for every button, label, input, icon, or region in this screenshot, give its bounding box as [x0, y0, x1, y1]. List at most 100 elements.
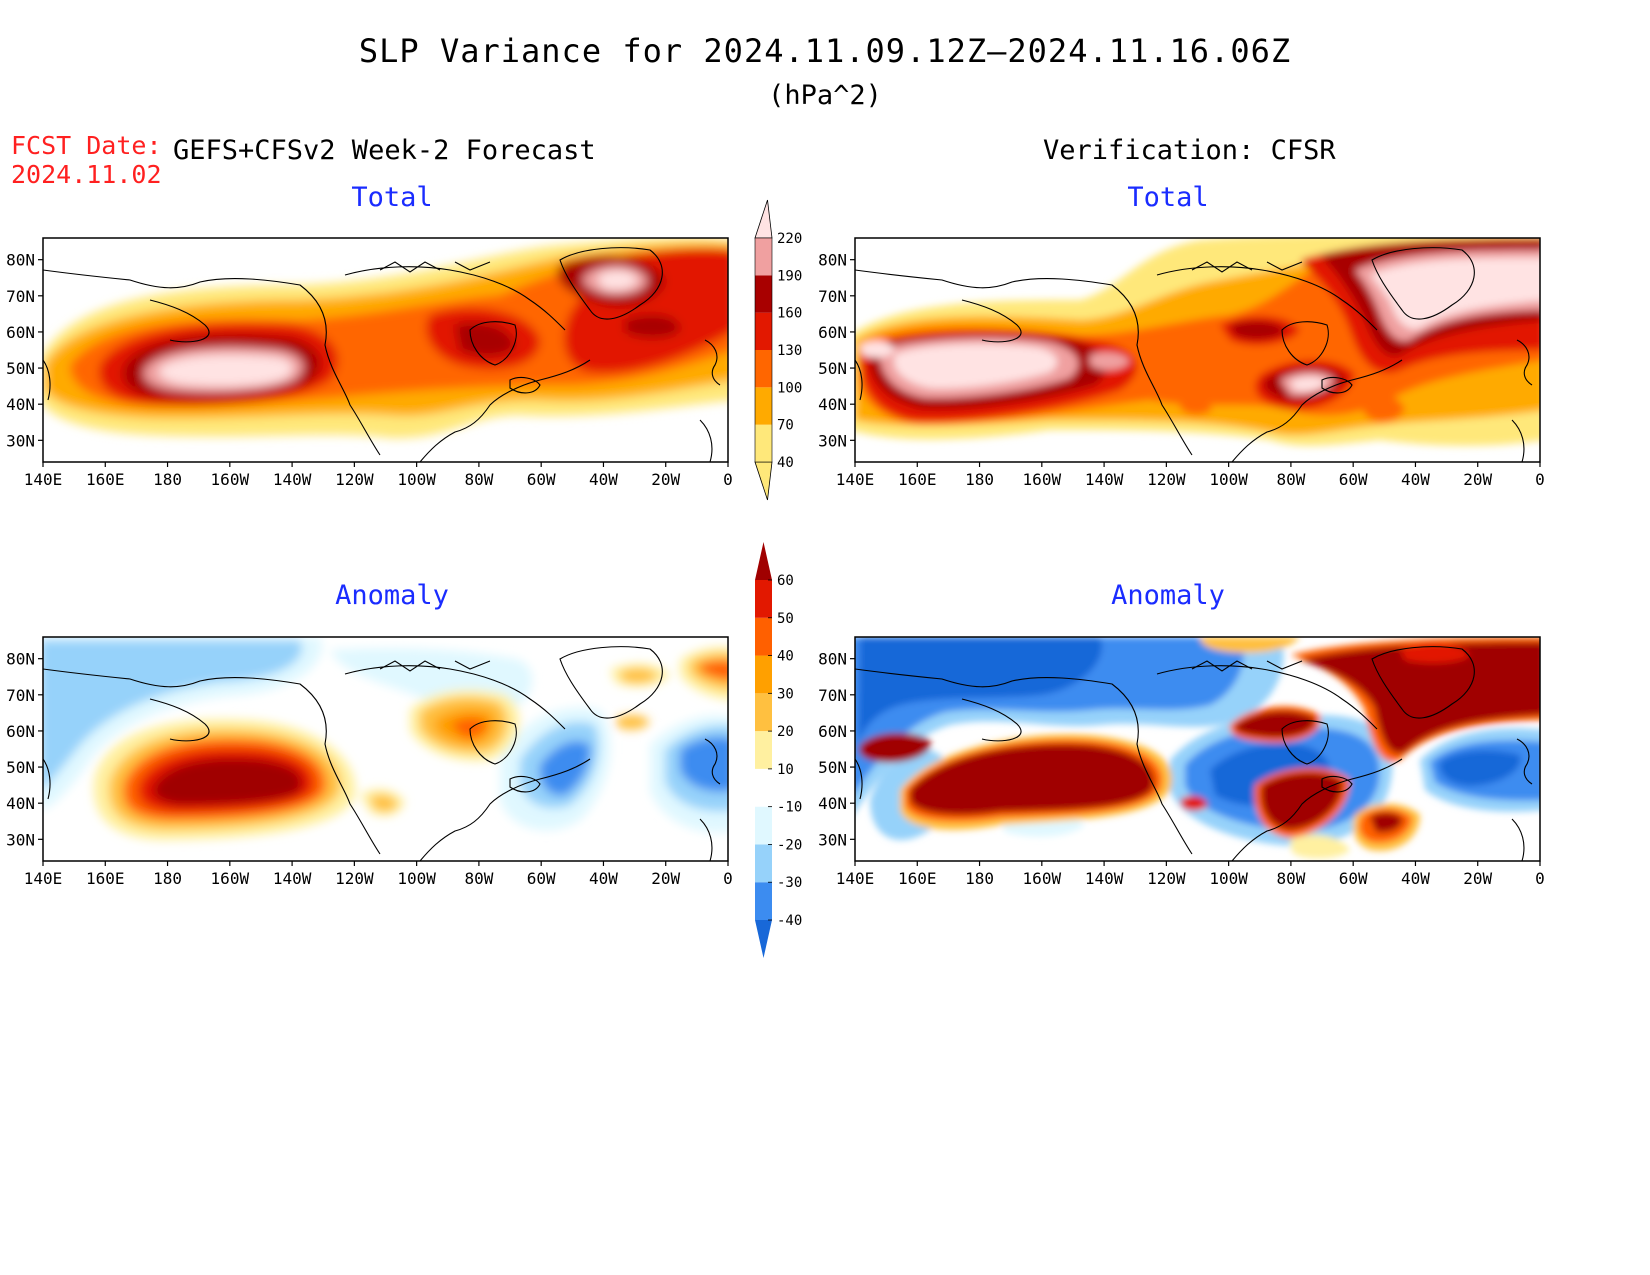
colorbar-total-label: 70: [777, 418, 794, 434]
lat-label-fcst-anom: 80N: [6, 650, 35, 669]
lon-label-fcst-anom: 160W: [211, 869, 250, 888]
lon-label-verif-total: 100W: [1209, 470, 1248, 489]
forecast-subtitle: GEFS+CFSv2 Week-2 Forecast: [173, 135, 596, 166]
lon-label-fcst-anom: 120W: [335, 869, 374, 888]
lon-label-verif-anom: 60W: [1339, 869, 1368, 888]
colorbar-total-swatch: [755, 238, 772, 276]
verification-subtitle: Verification: CFSR: [1043, 135, 1336, 166]
fcst-date-value: 2024.11.02: [11, 160, 162, 189]
colorbar-total-label: 100: [777, 380, 802, 396]
colorbar-anomaly-label: -10: [777, 800, 802, 816]
lon-label-fcst-anom: 20W: [651, 869, 680, 888]
lon-label-fcst-total: 160W: [211, 470, 250, 489]
lat-label-verif-total: 60N: [818, 323, 847, 342]
lat-label-fcst-total: 40N: [6, 395, 35, 414]
lon-label-verif-total: 20W: [1463, 470, 1492, 489]
lon-label-fcst-total: 0: [723, 470, 733, 489]
panel-title-fcst-total: Total: [351, 182, 433, 213]
lon-label-fcst-total: 120W: [335, 470, 374, 489]
lon-label-verif-anom: 160E: [898, 869, 937, 888]
lon-label-fcst-anom: 60W: [527, 869, 556, 888]
colorbar-anomaly-lower-cap: [755, 920, 772, 958]
colorbar-total-swatch: [755, 387, 772, 425]
colorbar-total-swatch: [755, 424, 772, 462]
lon-label-verif-anom: 180: [965, 869, 994, 888]
lat-label-verif-total: 40N: [818, 395, 847, 414]
lon-label-verif-total: 0: [1535, 470, 1545, 489]
chart-units: (hPa^2): [768, 80, 882, 111]
colorbar-total-label: 190: [777, 268, 802, 284]
lat-label-verif-total: 50N: [818, 359, 847, 378]
lon-label-verif-total: 120W: [1147, 470, 1186, 489]
colorbar-anomaly-swatch: [755, 806, 772, 845]
lat-label-verif-anom: 80N: [818, 650, 847, 669]
lat-label-verif-anom: 50N: [818, 758, 847, 777]
colorbar-total-swatch: [755, 350, 772, 388]
colorbar-anomaly-label: 30: [777, 686, 794, 702]
lon-label-verif-anom: 120W: [1147, 869, 1186, 888]
lat-label-fcst-anom: 70N: [6, 686, 35, 705]
lon-label-verif-anom: 100W: [1209, 869, 1248, 888]
fcst-date-label: FCST Date:: [11, 131, 162, 160]
lon-label-fcst-anom: 100W: [397, 869, 436, 888]
lon-label-fcst-anom: 40W: [589, 869, 618, 888]
lat-label-fcst-total: 80N: [6, 251, 35, 270]
lon-label-fcst-total: 140W: [273, 470, 312, 489]
lon-label-fcst-total: 100W: [397, 470, 436, 489]
colorbar-anomaly-swatch: [755, 844, 772, 883]
lon-label-verif-total: 80W: [1276, 470, 1305, 489]
colorbar-total-swatch: [755, 275, 772, 313]
colorbar-anomaly-swatch: [755, 693, 772, 732]
colorbar-anomaly-label: 40: [777, 649, 794, 665]
lon-label-verif-anom: 20W: [1463, 869, 1492, 888]
lon-label-verif-total: 180: [965, 470, 994, 489]
lat-label-fcst-anom: 60N: [6, 722, 35, 741]
lat-label-verif-total: 80N: [818, 251, 847, 270]
colorbar-total-label: 40: [777, 455, 794, 471]
lon-label-fcst-anom: 140W: [273, 869, 312, 888]
colorbar-anomaly-swatch: [755, 768, 772, 807]
lon-label-verif-anom: 140W: [1085, 869, 1124, 888]
lon-label-fcst-total: 20W: [651, 470, 680, 489]
lon-label-fcst-total: 60W: [527, 470, 556, 489]
lon-label-verif-total: 160E: [898, 470, 937, 489]
lon-label-fcst-anom: 0: [723, 869, 733, 888]
lon-label-verif-total: 60W: [1339, 470, 1368, 489]
colorbar-total-frame: [754, 237, 773, 463]
panel-title-fcst-anomaly: Anomaly: [335, 580, 449, 611]
lon-label-verif-total: 40W: [1401, 470, 1430, 489]
lon-label-fcst-total: 80W: [464, 470, 493, 489]
colorbar-total-swatch: [755, 312, 772, 350]
lat-label-fcst-anom: 40N: [6, 794, 35, 813]
colorbar-anomaly-label: 20: [777, 724, 794, 740]
colorbar-anomaly-label: -40: [777, 913, 802, 929]
lat-label-verif-anom: 40N: [818, 794, 847, 813]
colorbar-anomaly-swatch: [755, 731, 772, 769]
lon-label-verif-total: 160W: [1023, 470, 1062, 489]
lat-label-fcst-total: 60N: [6, 323, 35, 342]
lon-label-verif-total: 140E: [836, 470, 875, 489]
lat-label-verif-total: 30N: [818, 431, 847, 450]
lon-label-verif-anom: 160W: [1023, 869, 1062, 888]
lat-label-fcst-anom: 30N: [6, 830, 35, 849]
panel-title-verif-anomaly: Anomaly: [1111, 580, 1225, 611]
lon-label-fcst-total: 40W: [589, 470, 618, 489]
colorbar-anomaly-swatch: [755, 655, 772, 694]
lat-label-verif-total: 70N: [818, 287, 847, 306]
colorbar-anomaly-swatch: [755, 882, 772, 920]
lat-label-fcst-anom: 50N: [6, 758, 35, 777]
colorbar-anomaly-label: -20: [777, 837, 802, 853]
colorbar-total-label: 130: [777, 343, 802, 359]
colorbar-total-label: 160: [777, 306, 802, 322]
colorbar-anomaly-swatch: [755, 580, 772, 618]
lat-label-fcst-total: 30N: [6, 431, 35, 450]
lon-label-fcst-anom: 140E: [24, 869, 63, 888]
lon-label-fcst-total: 180: [153, 470, 182, 489]
lat-label-verif-anom: 30N: [818, 830, 847, 849]
lon-label-verif-anom: 140E: [836, 869, 875, 888]
